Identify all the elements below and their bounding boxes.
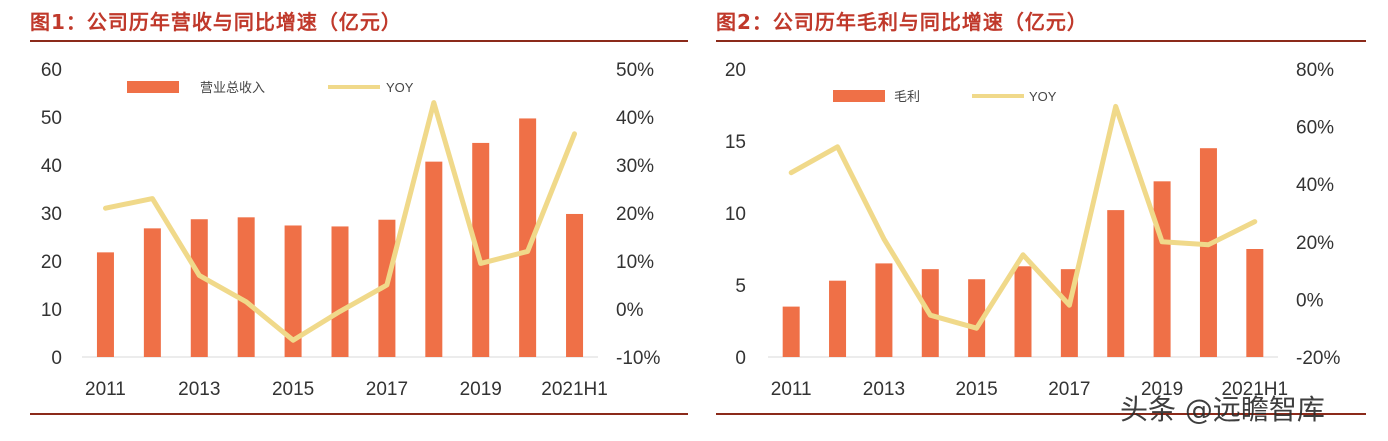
bar-2018 — [1107, 210, 1125, 357]
yoy-line — [103, 100, 577, 343]
y-right-tick-label: 0% — [616, 300, 644, 321]
chart-title: 图2：公司历年毛利与同比增速（亿元） — [716, 10, 1088, 34]
title-divider — [716, 40, 1366, 42]
y-right-tick-label: -20% — [1296, 348, 1340, 369]
bar-2011 — [782, 306, 800, 357]
x-tick-label: 2017 — [1048, 379, 1090, 400]
watermark-text: 头条 @远瞻智库 — [1120, 393, 1325, 426]
y-left-tick-label: 50 — [41, 108, 62, 129]
x-tick-label: 2021H1 — [541, 379, 608, 400]
bottom-divider — [716, 413, 1366, 415]
chart-panel-revenue: 图1：公司历年营收与同比增速（亿元） 0 10 20 30 40 50 60 -10% 0% 10… — [30, 0, 688, 441]
bar-2021H1 — [566, 213, 584, 357]
bar-2012 — [143, 228, 161, 357]
legend-swatch-bar — [833, 90, 885, 102]
revenue-chart: 0 10 20 30 40 50 60 -10% 0% 10% 20% 30% 40% 50% 2011 20… — [41, 60, 661, 400]
y-left-tick-label: 20 — [725, 60, 746, 81]
bar-2015 — [968, 279, 986, 357]
bar-2013 — [875, 263, 893, 357]
x-tick-label: 2019 — [1141, 379, 1183, 400]
bar-2014 — [237, 217, 255, 357]
bar-2019 — [472, 142, 490, 357]
y-right-tick-label: 10% — [616, 252, 654, 273]
bar-2016 — [1014, 266, 1032, 357]
bar-2019 — [1153, 181, 1171, 357]
x-tick-label: 2013 — [178, 379, 220, 400]
bar-2013 — [190, 219, 208, 357]
title-divider — [30, 40, 688, 42]
y-left-tick-label: 5 — [735, 276, 746, 297]
y-right-tick-label: 30% — [616, 156, 654, 177]
x-tick-label: 2017 — [366, 379, 408, 400]
chart-panel-gross-profit: 图2：公司历年毛利与同比增速（亿元） 0 5 10 15 20 -20% 0% 20% 40% 6… — [716, 0, 1366, 441]
y-left-tick-label: 15 — [725, 132, 746, 153]
y-right-tick-label: 40% — [1296, 175, 1334, 196]
bar-2020 — [1199, 148, 1217, 357]
legend-label-line: YOY — [386, 80, 414, 95]
yoy-line — [788, 103, 1258, 331]
x-tick-label: 2019 — [460, 379, 502, 400]
bar-2012 — [829, 280, 847, 357]
legend-label-line: YOY — [1029, 89, 1057, 104]
bar-2016 — [331, 226, 349, 357]
y-left-tick-label: 40 — [41, 156, 62, 177]
bar-2020 — [519, 118, 537, 357]
y-left-tick-label: 0 — [735, 348, 746, 369]
y-left-tick-label: 0 — [51, 348, 62, 369]
y-left-tick-label: 10 — [725, 204, 746, 225]
bar-2021H1 — [1246, 249, 1264, 357]
x-tick-label: 2011 — [85, 379, 126, 400]
x-tick-label: 2021H1 — [1222, 379, 1289, 400]
chart-title: 图1：公司历年营收与同比增速（亿元） — [30, 10, 402, 34]
y-right-tick-label: 20% — [1296, 233, 1334, 254]
x-tick-label: 2015 — [955, 379, 997, 400]
bottom-divider — [30, 413, 688, 415]
legend-label-bar: 毛利 — [894, 90, 920, 105]
y-right-tick-label: -10% — [616, 348, 660, 369]
gross-profit-chart: 0 5 10 15 20 -20% 0% 20% 40% 60% 80% 2011 2013 2015 20… — [725, 60, 1341, 400]
y-right-tick-label: 0% — [1296, 290, 1324, 311]
legend-label-bar: 营业总收入 — [200, 81, 265, 96]
x-tick-label: 2011 — [771, 379, 812, 400]
y-right-tick-label: 20% — [616, 204, 654, 225]
y-right-tick-label: 50% — [616, 60, 654, 81]
legend-swatch-bar — [127, 81, 179, 93]
y-right-tick-label: 80% — [1296, 60, 1334, 81]
x-tick-label: 2015 — [272, 379, 314, 400]
y-left-tick-label: 10 — [41, 300, 62, 321]
y-left-tick-label: 20 — [41, 252, 62, 273]
bar-2017 — [378, 219, 396, 357]
x-tick-label: 2013 — [863, 379, 905, 400]
y-left-tick-label: 60 — [41, 60, 62, 81]
y-right-tick-label: 60% — [1296, 118, 1334, 139]
y-right-tick-label: 40% — [616, 108, 654, 129]
bar-2011 — [96, 252, 114, 357]
y-left-tick-label: 30 — [41, 204, 62, 225]
bar-2015 — [284, 225, 302, 357]
bar-2018 — [425, 161, 443, 357]
